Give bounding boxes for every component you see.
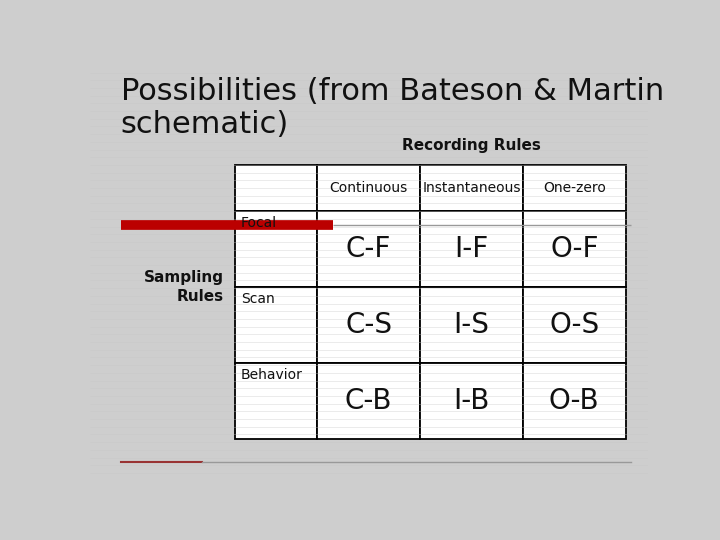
Bar <box>420 165 523 211</box>
Text: O-B: O-B <box>549 387 600 415</box>
Bar <box>420 211 523 287</box>
Bar <box>523 211 626 287</box>
Bar <box>318 165 420 211</box>
Bar <box>318 287 420 363</box>
Bar <box>235 363 318 439</box>
Text: C-S: C-S <box>345 311 392 339</box>
Text: One-zero: One-zero <box>543 181 606 195</box>
Text: I-B: I-B <box>454 387 490 415</box>
Text: C-F: C-F <box>346 235 391 263</box>
Bar <box>523 165 626 211</box>
Text: I-S: I-S <box>454 311 490 339</box>
Bar <box>235 287 318 363</box>
Text: O-S: O-S <box>549 311 599 339</box>
Text: Continuous: Continuous <box>330 181 408 195</box>
Bar <box>318 211 420 287</box>
Text: Behavior: Behavior <box>240 368 302 382</box>
Text: O-F: O-F <box>550 235 598 263</box>
Bar <box>235 211 318 287</box>
Bar <box>523 363 626 439</box>
Bar <box>420 363 523 439</box>
Bar <box>235 165 318 211</box>
Text: Focal: Focal <box>240 216 276 230</box>
Text: Recording Rules: Recording Rules <box>402 138 541 153</box>
Bar <box>523 287 626 363</box>
Bar <box>420 287 523 363</box>
Bar <box>318 363 420 439</box>
Text: Instantaneous: Instantaneous <box>422 181 521 195</box>
Text: C-B: C-B <box>345 387 392 415</box>
Text: Sampling
Rules: Sampling Rules <box>144 271 224 304</box>
Text: Possibilities (from Bateson & Martin
schematic): Possibilities (from Bateson & Martin sch… <box>121 77 664 139</box>
Text: Scan: Scan <box>240 292 274 306</box>
Text: I-F: I-F <box>454 235 489 263</box>
